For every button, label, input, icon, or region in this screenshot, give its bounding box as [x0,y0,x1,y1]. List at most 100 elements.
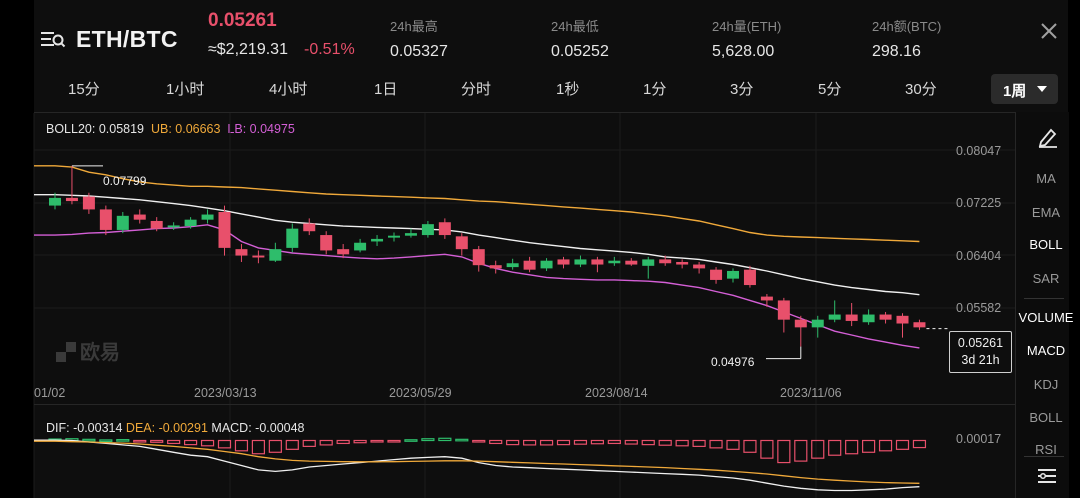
boll-mid-value: BOLL20: 0.05819 [46,122,144,136]
macd-histogram-bar [489,439,503,445]
candle-down [472,249,485,266]
tab-3min[interactable]: 3分 [730,81,754,98]
macd-histogram-bar [336,439,350,445]
side-divider [1024,298,1064,299]
side-item-sar[interactable]: SAR [1032,271,1060,286]
tab-1w-dropdown[interactable]: 1周 [991,74,1058,104]
macd-dif-line [34,439,920,492]
caret-down-icon [1037,86,1047,92]
tab-1h[interactable]: 1小时 [166,81,205,98]
stat-value: 0.05252 [551,43,609,60]
macd-histogram-bar [251,439,265,455]
side-item-boll[interactable]: BOLL [1029,237,1063,252]
macd-histogram-bar [709,439,723,449]
macd-histogram-bar [845,439,859,455]
current-price-value: 0.05261 [957,336,1004,350]
date-axis-label: 2023/03/13 [194,386,257,400]
macd-histogram-bar [302,439,316,447]
stat-label: 24h最高 [390,19,438,34]
tab-5min[interactable]: 5分 [818,81,842,98]
tab-4h[interactable]: 4小时 [269,81,308,98]
side-item-boll-sub[interactable]: BOLL [1029,410,1063,425]
macd-histogram-bar [99,439,113,443]
candle-up [201,214,214,220]
macd-histogram-bar [658,439,672,446]
macd-dif-value: DIF: -0.00314 [46,421,123,435]
macd-histogram-bar [370,439,384,443]
side-item-ma[interactable]: MA [1036,171,1056,186]
candle-up [540,260,553,269]
candle-up [167,225,180,228]
macd-histogram-bar [319,439,333,446]
candle-down [82,196,95,210]
price-axis-label: 0.06404 [956,249,1002,263]
candle-up [354,242,367,251]
candle-down [896,315,909,324]
candle-up [608,260,621,264]
close-icon[interactable] [1038,20,1060,42]
macd-histogram-bar [404,439,418,442]
candle-down [794,319,807,328]
macd-histogram-bar [234,439,249,452]
date-axis-label: 2023/08/14 [585,386,648,400]
trading-pair-title[interactable]: ETH/BTC [76,26,178,52]
candle-down [879,314,892,320]
macd-histogram-bar [522,439,537,446]
side-item-kdj[interactable]: KDJ [1033,377,1059,392]
tab-timeshare[interactable]: 分时 [461,81,492,98]
candlestick-chart[interactable] [0,0,1015,498]
boll-legend: BOLL20: 0.05819 UB: 0.06663 LB: 0.04975 [46,122,295,136]
stat-24h-high: 24h最高 0.05327 [390,16,448,61]
macd-histogram-bar [726,439,740,450]
side-item-macd[interactable]: MACD [1026,343,1066,358]
candle-down [676,261,689,265]
side-item-ema[interactable]: EMA [1031,205,1061,220]
candle-down [659,259,672,264]
candle-up [371,238,384,242]
candle-down [455,236,468,250]
candle-down [133,214,146,220]
tab-1d[interactable]: 1日 [374,81,398,98]
indicator-settings-icon[interactable] [1036,466,1058,486]
macd-histogram-bar [878,439,893,452]
candle-down [693,264,706,269]
tab-30min[interactable]: 30分 [905,81,937,98]
stat-value: 0.05327 [390,43,448,60]
macd-histogram-bar [421,438,435,442]
macd-histogram-bar [116,439,130,442]
candle-down [913,322,926,328]
screen-edge-right [1068,0,1080,498]
side-item-volume[interactable]: VOLUME [1018,310,1074,325]
tab-1min[interactable]: 1分 [643,81,667,98]
watermark-logo-icon [56,342,76,362]
last-price: 0.05261 [208,10,277,31]
macd-histogram-bar [167,439,181,445]
candle-down [557,259,570,265]
macd-histogram-bar [285,439,299,450]
candle-down [591,259,604,265]
candle-up [116,215,129,230]
tab-1s[interactable]: 1秒 [556,81,580,98]
macd-histogram-bar [912,439,927,449]
tab-15m[interactable]: 15分 [68,81,100,98]
macd-histogram-bar [743,439,757,453]
candle-down [743,269,756,286]
draw-tool-icon[interactable] [1036,125,1060,149]
macd-histogram-bar [82,438,96,442]
macd-histogram-bar [777,439,791,464]
candle-down [303,223,316,232]
candle-up [404,233,417,236]
stat-24h-turnover: 24h额(BTC) 298.16 [872,16,941,61]
candle-up [388,235,400,238]
exchange-watermark: 欧易 [56,336,120,365]
side-item-rsi[interactable]: RSI [1035,442,1057,454]
pair-menu-icon[interactable] [40,28,66,52]
macd-histogram-bar [692,439,706,447]
date-axis-label: 2023/11/06 [780,386,842,400]
macd-histogram-bar [387,439,401,443]
divider [34,404,1068,405]
macd-dea-value: DEA: -0.00291 [125,421,208,435]
candle-down [438,222,451,236]
stat-24h-low: 24h最低 0.05252 [551,16,609,61]
